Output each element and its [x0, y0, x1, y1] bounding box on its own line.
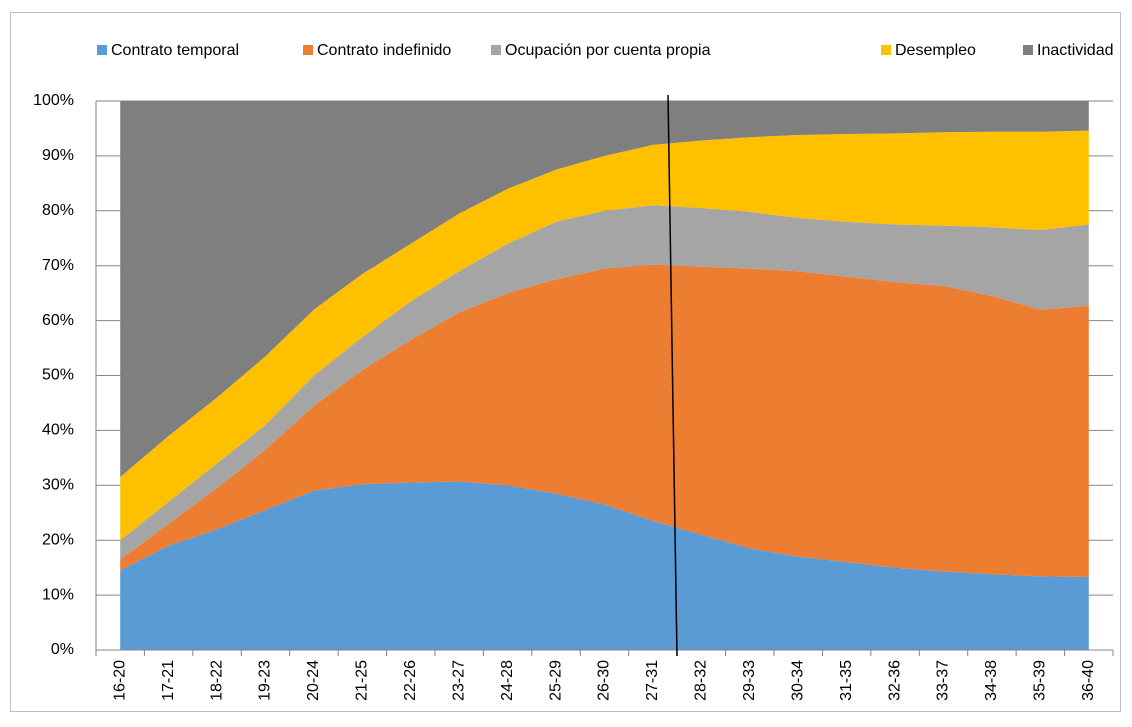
x-tick-label: 21-25	[354, 660, 371, 701]
x-tick-label: 27-31	[644, 660, 661, 701]
x-tick-label: 29-33	[741, 660, 758, 701]
x-tick-label: 16-20	[111, 660, 128, 701]
legend-label: Desempleo	[895, 42, 976, 59]
area	[120, 101, 1089, 478]
areas	[120, 101, 1089, 650]
y-tick-label: 30%	[42, 477, 74, 494]
x-tick-label: 36-40	[1080, 660, 1097, 701]
y-tick-label: 80%	[42, 202, 74, 219]
y-tick-label: 20%	[42, 531, 74, 548]
x-tick-label: 28-32	[693, 660, 710, 701]
x-tick-label: 19-23	[257, 660, 274, 701]
y-tick-label: 0%	[51, 641, 74, 658]
legend-swatch	[97, 45, 107, 55]
legend-label: Inactividad	[1037, 42, 1114, 59]
area	[120, 264, 1089, 577]
area	[120, 130, 1089, 541]
y-tick-label: 50%	[42, 367, 74, 384]
legend-swatch	[303, 45, 313, 55]
legend-swatch	[881, 45, 891, 55]
legend-swatch	[491, 45, 501, 55]
area	[120, 205, 1089, 560]
legend-label: Contrato temporal	[111, 42, 239, 59]
y-tick-label: 10%	[42, 586, 74, 603]
x-tick-label: 30-34	[789, 660, 806, 701]
legend-label: Contrato indefinido	[317, 42, 451, 59]
y-tick-label: 100%	[33, 92, 74, 109]
x-tick-label: 17-21	[160, 660, 177, 701]
x-tick-label: 20-24	[305, 660, 322, 701]
x-tick-label: 34-38	[983, 660, 1000, 701]
x-tick-label: 23-27	[450, 660, 467, 701]
y-tick-label: 70%	[42, 257, 74, 274]
axes: 0% 10% 20% 30% 40% 50% 60% 70% 80% 90% 100% 16-20 17…	[33, 92, 1114, 701]
x-tick-label: 22-26	[402, 660, 419, 701]
y-tick-label: 60%	[42, 312, 74, 329]
x-tick-label: 31-35	[838, 660, 855, 701]
x-tick-label: 32-36	[886, 660, 903, 701]
x-tick-label: 33-37	[935, 660, 952, 701]
divider-line	[667, 94, 678, 657]
x-tick-label: 25-29	[547, 660, 564, 701]
x-tick-label: 35-39	[1032, 660, 1049, 701]
y-tick-label: 90%	[42, 147, 74, 164]
legend-swatch	[1023, 45, 1033, 55]
x-tick-label: 26-30	[596, 660, 613, 701]
area	[120, 481, 1089, 650]
legend-label: Ocupación por cuenta propia	[505, 42, 711, 59]
x-tick-label: 24-28	[499, 660, 516, 701]
x-tick-label: 18-22	[208, 660, 225, 701]
y-tick-label: 40%	[42, 422, 74, 439]
legend: Contrato temporal Contrato indefinido Ocup…	[97, 42, 1114, 59]
